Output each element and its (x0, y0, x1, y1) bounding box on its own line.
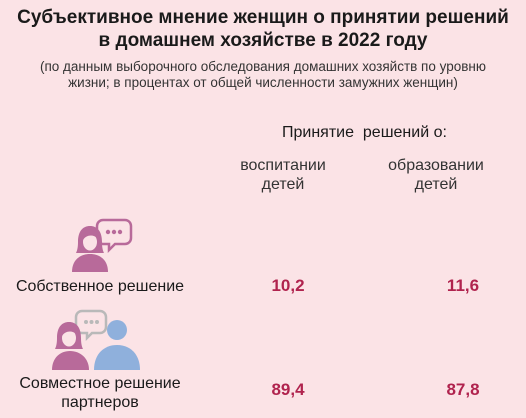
woman-speech-icon (72, 218, 133, 272)
value-own-upbringing: 10,2 (271, 276, 305, 295)
chart-title: Субъективное мнение женщин о принятии ре… (0, 6, 526, 52)
value-joint-upbringing: 89,4 (271, 380, 305, 399)
value-own-education: 11,6 (446, 276, 480, 295)
column-header-upbringing: воспитании детей (218, 156, 348, 194)
row-label-line: Совместное решение (19, 375, 181, 392)
column-header-line: детей (414, 176, 458, 193)
table-header: Принятие решений о: (282, 124, 447, 141)
subtitle-line-1: (по данным выборочного обследования дома… (39, 59, 486, 74)
couple-speech-icon (52, 309, 140, 370)
chart-subtitle: (по данным выборочного обследования дома… (0, 59, 526, 91)
value-joint-education: 87,8 (446, 380, 480, 399)
column-header-line: детей (261, 176, 305, 193)
title-line-2: в домашнем хозяйстве в 2022 году (98, 30, 428, 51)
title-line-1: Субъективное мнение женщин о принятии ре… (17, 7, 509, 28)
column-header-line: воспитании (240, 157, 326, 174)
column-header-education: образовании детей (371, 156, 501, 194)
row-label-own-decision: Собственное решение (0, 277, 200, 296)
row-label-line: Собственное решение (15, 278, 185, 295)
column-header-line: образовании (388, 157, 484, 174)
row-label-joint-decision: Совместное решение партнеров (0, 374, 200, 412)
subtitle-line-2: жизни; в процентах от общей численности … (68, 75, 458, 90)
row-label-line: партнеров (61, 394, 139, 411)
